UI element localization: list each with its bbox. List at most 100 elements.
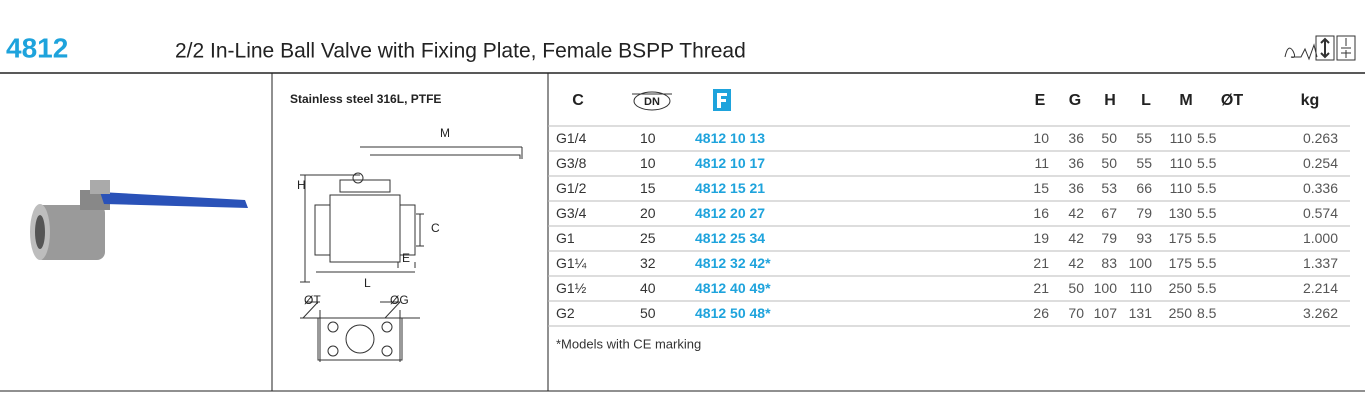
table-cell: 25 <box>640 230 656 246</box>
article-code: 4812 50 48* <box>695 305 771 321</box>
table-cell: 5.5 <box>1197 130 1217 146</box>
table-cell: 50 <box>1068 280 1084 296</box>
table-cell: 42 <box>1068 255 1084 271</box>
table-cell: 175 <box>1169 255 1193 271</box>
table-cell: 5.5 <box>1197 155 1217 171</box>
table-cell: 250 <box>1169 280 1193 296</box>
table-cell: 5.5 <box>1197 280 1217 296</box>
table-cell: 5.5 <box>1197 255 1217 271</box>
technical-drawing <box>300 146 523 362</box>
table-cell: 42 <box>1068 205 1084 221</box>
table-cell: 8.5 <box>1197 305 1217 321</box>
table-cell: 50 <box>640 305 656 321</box>
table-cell: G1½ <box>556 280 587 296</box>
column-header: L <box>1141 92 1151 109</box>
table-cell: 100 <box>1094 280 1118 296</box>
article-code: 4812 20 27 <box>695 205 765 221</box>
product-code: 4812 <box>6 32 68 63</box>
table-cell: G2 <box>556 305 575 321</box>
table-cell: 2.214 <box>1303 280 1338 296</box>
table-cell: 130 <box>1169 205 1193 221</box>
column-header: G <box>1069 92 1081 109</box>
table-cell: 1.337 <box>1303 255 1338 271</box>
table-cell: 1.000 <box>1303 230 1338 246</box>
table-cell: G3/8 <box>556 155 587 171</box>
column-header: ØT <box>1221 92 1243 109</box>
table-cell: 5.5 <box>1197 205 1217 221</box>
table-cell: 40 <box>640 280 656 296</box>
table-cell: 93 <box>1136 230 1152 246</box>
table-cell: 0.263 <box>1303 130 1338 146</box>
table-cell: 42 <box>1068 230 1084 246</box>
article-code: 4812 10 17 <box>695 155 765 171</box>
table-cell: 67 <box>1101 205 1117 221</box>
footnote: *Models with CE marking <box>556 336 701 351</box>
column-header: kg <box>1301 92 1320 109</box>
table-cell: 3.262 <box>1303 305 1338 321</box>
table-cell: 100 <box>1129 255 1153 271</box>
drawing-label: M <box>440 126 450 140</box>
table-cell: 26 <box>1033 305 1049 321</box>
table-cell: 36 <box>1068 155 1084 171</box>
table-cell: 175 <box>1169 230 1193 246</box>
table-cell: 10 <box>1033 130 1049 146</box>
table-cell: 53 <box>1101 180 1117 196</box>
article-code: 4812 25 34 <box>695 230 765 246</box>
table-cell: 79 <box>1136 205 1152 221</box>
table-cell: 0.336 <box>1303 180 1338 196</box>
table-cell: 21 <box>1033 280 1049 296</box>
drawing-label: C <box>431 221 440 235</box>
column-header: H <box>1104 92 1116 109</box>
drawing-label: ØG <box>390 293 409 307</box>
table-cell: 0.254 <box>1303 155 1338 171</box>
table-cell: 70 <box>1068 305 1084 321</box>
table-cell: G1 <box>556 230 575 246</box>
table-cell: 83 <box>1101 255 1117 271</box>
table-cell: 50 <box>1101 130 1117 146</box>
table-cell: 110 <box>1170 180 1193 196</box>
table-cell: 11 <box>1034 155 1049 171</box>
table-cell: 36 <box>1068 180 1084 196</box>
table-cell: 79 <box>1101 230 1117 246</box>
drawing-label: ØT <box>304 293 321 307</box>
table-cell: 10 <box>640 155 656 171</box>
table-cell: 19 <box>1033 230 1049 246</box>
product-title: 2/2 In-Line Ball Valve with Fixing Plate… <box>175 40 746 63</box>
table-cell: 110 <box>1170 155 1193 171</box>
drawing-label: E <box>402 251 410 265</box>
material: Stainless steel 316L, PTFE <box>290 92 441 106</box>
table-cell: 55 <box>1136 155 1152 171</box>
table-cell: 110 <box>1130 280 1153 296</box>
article-code: 4812 10 13 <box>695 130 765 146</box>
drawing-label: L <box>364 276 371 290</box>
drawing-label: H <box>297 178 306 192</box>
table-cell: 55 <box>1136 130 1152 146</box>
dn-header: DN <box>644 96 660 108</box>
table-cell: G1/4 <box>556 130 587 146</box>
column-header: C <box>572 92 584 109</box>
table-cell: 50 <box>1101 155 1117 171</box>
dn-icon: DN <box>632 91 672 111</box>
code-icon <box>713 89 731 111</box>
product-photo <box>30 180 248 260</box>
table-cell: 66 <box>1136 180 1152 196</box>
table-cell: 20 <box>640 205 656 221</box>
table-cell: G1/2 <box>556 180 587 196</box>
table-cell: 131 <box>1129 305 1153 321</box>
table-cell: 15 <box>640 180 656 196</box>
article-code: 4812 15 21 <box>695 180 765 196</box>
table-cell: 21 <box>1033 255 1049 271</box>
table-cell: 16 <box>1033 205 1049 221</box>
table-cell: 10 <box>640 130 656 146</box>
table-cell: 32 <box>640 255 656 271</box>
table-cell: 0.574 <box>1303 205 1338 221</box>
table-cell: G3/4 <box>556 205 587 221</box>
column-header: M <box>1179 92 1192 109</box>
table-cell: 110 <box>1170 130 1193 146</box>
table-cell: 5.5 <box>1197 230 1217 246</box>
table-cell: 15 <box>1033 180 1049 196</box>
feature-icons <box>1284 35 1356 61</box>
article-code: 4812 32 42* <box>695 255 771 271</box>
column-header: E <box>1035 92 1046 109</box>
